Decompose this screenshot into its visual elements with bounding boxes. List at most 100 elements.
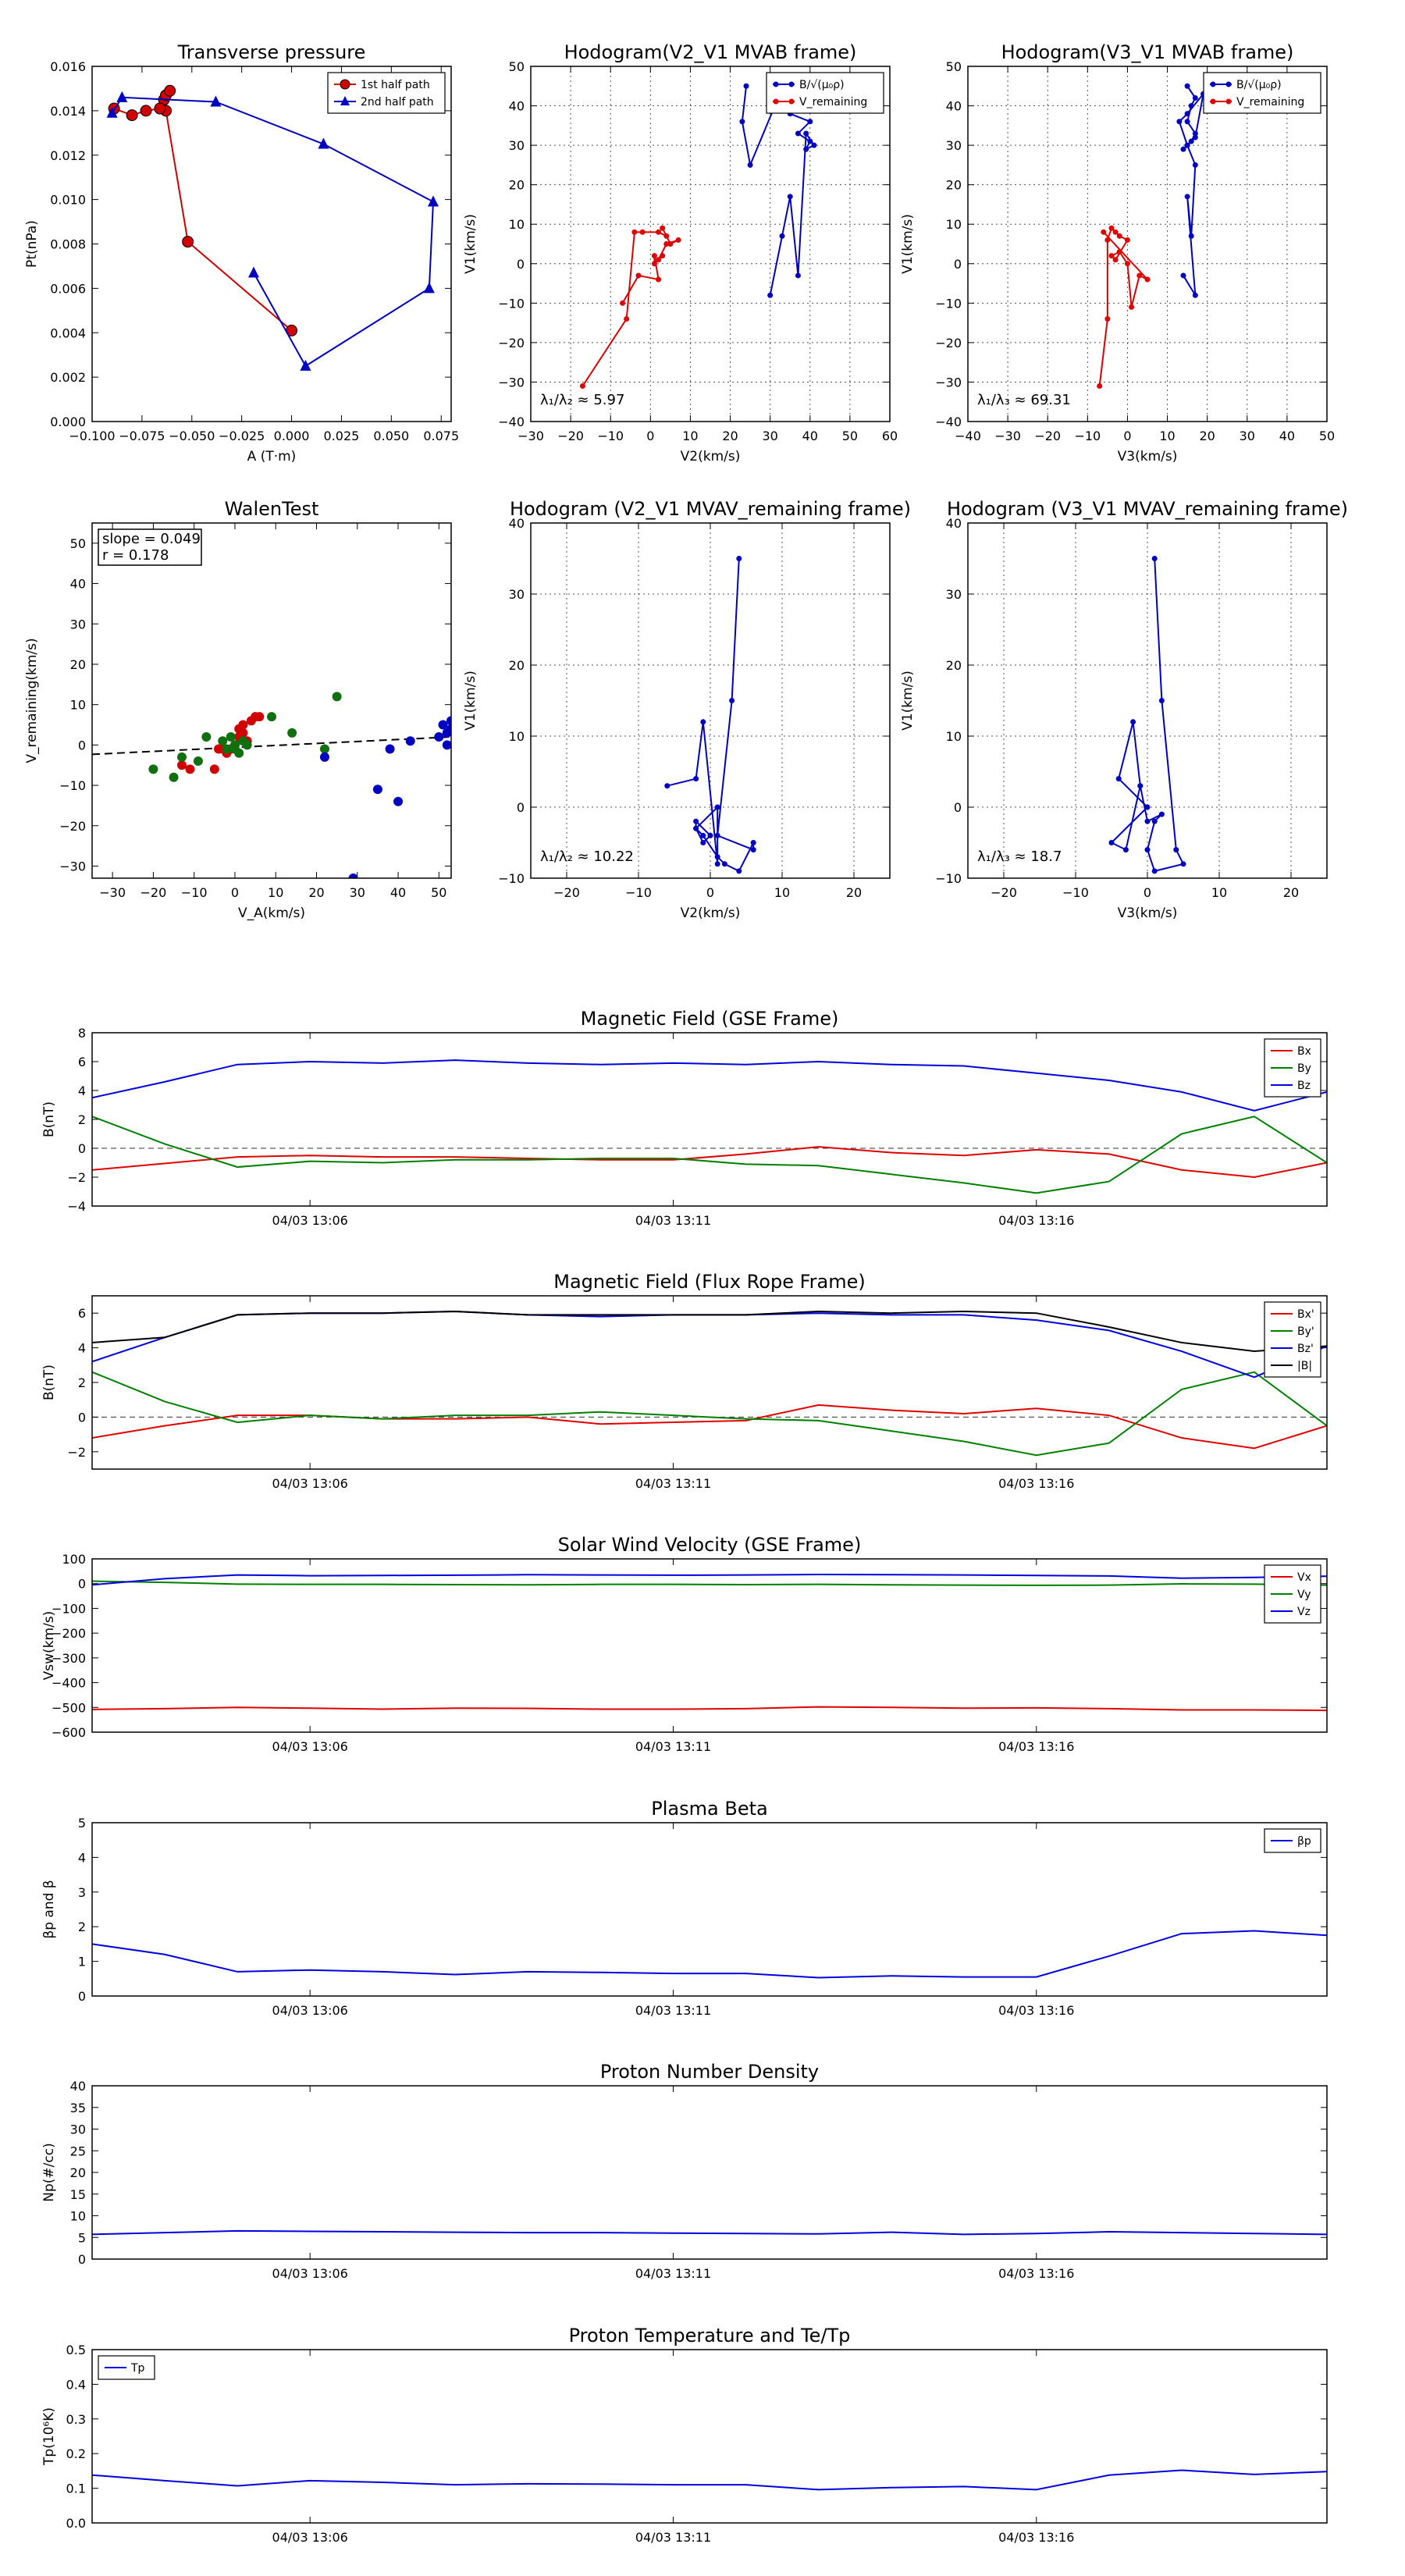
data-point xyxy=(1108,225,1115,231)
y-tick-label: −20 xyxy=(935,336,962,350)
y-tick-label: 10 xyxy=(509,217,525,232)
x-tick-label: 10 xyxy=(682,429,698,443)
data-point xyxy=(438,720,448,730)
legend-marker xyxy=(1210,81,1216,87)
series-line xyxy=(92,1930,1327,1979)
data-point xyxy=(405,736,415,746)
data-point xyxy=(126,109,138,122)
legend-marker xyxy=(340,96,350,105)
data-point xyxy=(169,772,179,782)
data-point xyxy=(721,861,727,867)
series-0 xyxy=(108,84,298,336)
x-tick-label: 20 xyxy=(1199,429,1215,443)
series-2 xyxy=(92,1573,1327,1586)
plot-frame xyxy=(967,66,1328,422)
legend-marker xyxy=(340,79,350,90)
x-tick-label: 50 xyxy=(842,429,858,443)
data-point xyxy=(664,783,670,789)
series-line xyxy=(92,1059,1327,1112)
data-point xyxy=(1115,776,1122,782)
legend-label: Vy xyxy=(1297,1589,1311,1601)
data-point xyxy=(779,233,785,239)
plot-frame xyxy=(91,66,452,422)
data-point xyxy=(1184,194,1190,200)
legend-box xyxy=(1203,72,1321,114)
data-point xyxy=(348,873,358,878)
data-point xyxy=(226,732,236,742)
x-tick-label: 04/03 13:11 xyxy=(635,1739,711,1754)
y-tick-label: 0 xyxy=(517,800,525,815)
y-tick-label: 40 xyxy=(509,99,525,114)
y-axis-label: V1(km/s) xyxy=(463,671,478,731)
series-line xyxy=(582,227,679,387)
series-line xyxy=(92,1310,1327,1353)
y-tick-label: 4 xyxy=(78,1341,86,1356)
y-tick-label: 0 xyxy=(78,1989,86,2004)
x-tick-label: 0 xyxy=(1123,429,1131,443)
x-tick-label: 0.000 xyxy=(274,429,310,443)
chart-title: Transverse pressure xyxy=(177,41,366,63)
annotation-line: slope = 0.049 xyxy=(102,531,201,547)
data-point xyxy=(1184,119,1190,125)
data-point xyxy=(631,229,638,235)
x-tick-label: 30 xyxy=(762,429,777,443)
data-point xyxy=(210,95,222,107)
data-point xyxy=(106,106,118,118)
data-point xyxy=(729,698,735,703)
y-tick-label: 2 xyxy=(78,1375,86,1390)
x-tick-label: −30 xyxy=(99,885,126,900)
x-tick-label: 04/03 13:06 xyxy=(272,1213,348,1228)
data-point xyxy=(319,744,329,754)
chart-title: WalenTest xyxy=(225,498,319,520)
annotation: λ₁/λ₂ ≈ 10.22 xyxy=(540,849,634,865)
x-tick-label: −20 xyxy=(991,885,1017,900)
data-point xyxy=(624,316,630,322)
data-point xyxy=(332,692,342,702)
data-point xyxy=(201,732,212,742)
data-point xyxy=(795,272,801,279)
y-tick-label: 35 xyxy=(70,2101,86,2115)
data-point xyxy=(1101,229,1107,235)
series-1 xyxy=(92,1580,1327,1586)
y-tick-label: 4 xyxy=(78,1850,86,1865)
y-tick-label: −2 xyxy=(67,1170,86,1185)
data-point xyxy=(714,804,720,810)
plot-frame xyxy=(530,66,891,422)
series-1 xyxy=(579,225,681,389)
y-tick-label: 50 xyxy=(946,59,962,74)
x-axis-label: V2(km/s) xyxy=(681,449,741,464)
x-tick-label: −20 xyxy=(140,885,167,900)
chart-vsw-8: Solar Wind Velocity (GSE Frame) 04/03 13:… xyxy=(41,1534,1328,1754)
plot-frame xyxy=(91,1822,1328,1997)
data-point xyxy=(1137,783,1144,789)
x-tick-label: 10 xyxy=(1159,429,1175,443)
x-tick-label: −0.100 xyxy=(69,429,115,443)
data-point xyxy=(154,102,166,115)
data-point xyxy=(750,847,756,853)
legend-label: Vx xyxy=(1297,1571,1311,1584)
data-point xyxy=(218,736,228,746)
y-axis-label: Np(#/cc) xyxy=(41,2143,57,2201)
data-point xyxy=(667,241,674,247)
legend-label: 2nd half path xyxy=(361,96,434,109)
annotation: λ₁/λ₃ ≈ 18.7 xyxy=(977,849,1062,865)
series-0 xyxy=(92,2229,1327,2236)
data-point xyxy=(807,138,813,144)
y-tick-label: −10 xyxy=(498,871,525,886)
data-point xyxy=(372,785,382,795)
data-point xyxy=(1192,134,1198,141)
data-point xyxy=(693,825,699,831)
y-tick-label: 10 xyxy=(70,2209,86,2224)
x-tick-label: 10 xyxy=(268,885,283,900)
y-tick-label: 0 xyxy=(954,257,962,272)
x-tick-label: 04/03 13:16 xyxy=(998,2266,1074,2281)
data-point xyxy=(242,740,252,750)
x-tick-label: 0 xyxy=(646,429,654,443)
chart-title: Proton Temperature and Te/Tp xyxy=(569,2325,851,2347)
y-tick-label: 0.012 xyxy=(50,148,86,163)
chart-tp-11: Proton Temperature and Te/Tp 04/03 13:06 0… xyxy=(41,2325,1328,2545)
x-tick-label: 04/03 13:16 xyxy=(998,1739,1074,1754)
data-point xyxy=(177,752,187,762)
data-point xyxy=(803,146,809,152)
x-axis-label: A (T·m) xyxy=(247,449,297,464)
